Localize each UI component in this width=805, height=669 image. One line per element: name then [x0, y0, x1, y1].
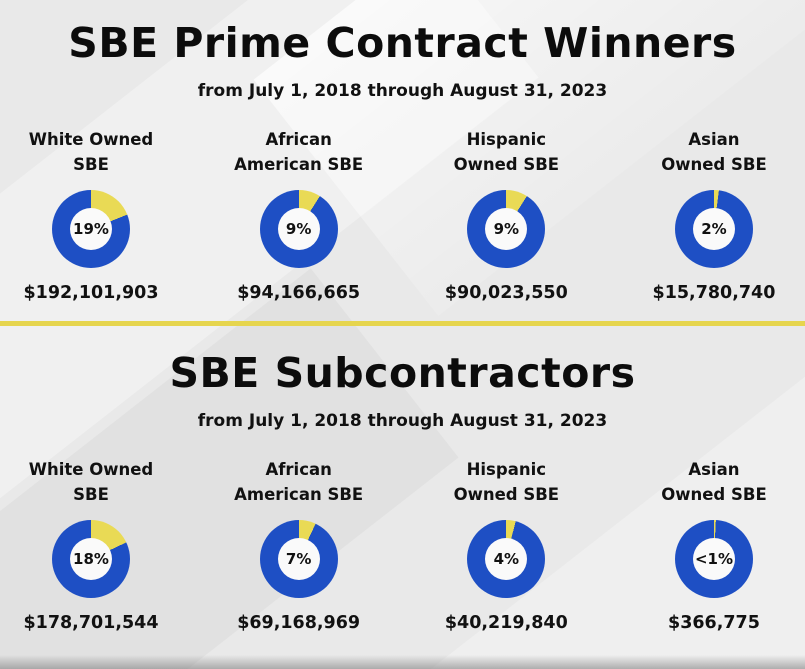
- donut-chart: <1%: [674, 520, 753, 598]
- chart-label-line2: American SBE: [234, 485, 364, 504]
- donut-chart: 18%: [52, 520, 130, 598]
- donut-percentage: 9%: [493, 220, 520, 238]
- section-title: SBE Subcontractors: [169, 349, 636, 397]
- donut-percentage: 4%: [493, 550, 520, 568]
- chart-label-line1: White Owned: [28, 460, 154, 479]
- donut-percentage: 18%: [73, 550, 109, 568]
- dollar-amount: $15,780,740: [652, 283, 776, 303]
- charts-row: White Owned SBE 18% $178,701,544 African…: [0, 457, 805, 633]
- chart-label-line1: Asian: [688, 460, 740, 479]
- donut-chart: 9%: [259, 190, 338, 268]
- section-prime-contract-winners: SBE Prime Contract Winners from July 1, …: [0, 0, 805, 303]
- bottom-shade: [0, 655, 805, 669]
- chart-label-line2: American SBE: [234, 155, 364, 174]
- chart-category-label: Hispanic Owned SBE: [454, 457, 560, 507]
- chart-label-line2: Owned SBE: [661, 155, 767, 174]
- donut-hole: 19%: [70, 208, 112, 250]
- dollar-amount: $90,023,550: [444, 283, 568, 303]
- donut-chart: 7%: [259, 520, 338, 598]
- donut-hole: 7%: [277, 538, 320, 580]
- chart-category-label: Hispanic Owned SBE: [454, 127, 560, 177]
- chart-label-line2: Owned SBE: [453, 155, 560, 174]
- chart-label-line1: African: [265, 460, 332, 479]
- section-subtitle: from July 1, 2018 through August 31, 202…: [197, 81, 608, 101]
- charts-row: White Owned SBE 19% $192,101,903 African…: [0, 127, 805, 303]
- chart-label-line1: African: [265, 130, 332, 149]
- chart-label-line1: Asian: [688, 130, 740, 149]
- dollar-amount: $40,219,840: [444, 613, 568, 633]
- donut-hole: 4%: [485, 538, 528, 580]
- prime-african-american-donut-group: African American SBE 9% $94,166,665: [210, 127, 388, 303]
- chart-label-line2: Owned SBE: [661, 485, 767, 504]
- chart-category-label: Asian Owned SBE: [661, 457, 767, 507]
- prime-hispanic-owned-donut-group: Hispanic Owned SBE 9% $90,023,550: [417, 127, 595, 303]
- donut-percentage: 19%: [73, 220, 109, 238]
- dollar-amount: $366,775: [668, 613, 760, 633]
- donut-percentage: 9%: [285, 220, 312, 238]
- prime-asian-owned-donut-group: Asian Owned SBE 2% $15,780,740: [625, 127, 803, 303]
- donut-chart: 19%: [52, 190, 130, 268]
- chart-label-line2: SBE: [73, 155, 109, 174]
- chart-category-label: Asian Owned SBE: [661, 127, 767, 177]
- donut-chart: 4%: [467, 520, 546, 598]
- donut-percentage: <1%: [694, 550, 733, 568]
- donut-hole: 9%: [485, 208, 528, 250]
- sub-asian-owned-donut-group: Asian Owned SBE <1% $366,775: [625, 457, 803, 633]
- yellow-divider: [0, 321, 805, 326]
- content: SBE Prime Contract Winners from July 1, …: [0, 0, 805, 633]
- chart-category-label: White Owned SBE: [29, 127, 153, 177]
- chart-label-line1: White Owned: [28, 130, 154, 149]
- section-subtitle: from July 1, 2018 through August 31, 202…: [197, 411, 608, 431]
- dollar-amount: $94,166,665: [237, 283, 361, 303]
- chart-label-line1: Hispanic: [466, 460, 547, 479]
- donut-percentage: 2%: [701, 220, 727, 238]
- dollar-amount: $178,701,544: [23, 613, 159, 633]
- chart-category-label: White Owned SBE: [29, 457, 153, 507]
- chart-category-label: African American SBE: [234, 457, 363, 507]
- dollar-amount: $69,168,969: [237, 613, 361, 633]
- chart-label-line2: Owned SBE: [453, 485, 560, 504]
- chart-label-line2: SBE: [73, 485, 109, 504]
- donut-hole: <1%: [692, 538, 735, 580]
- sub-hispanic-owned-donut-group: Hispanic Owned SBE 4% $40,219,840: [417, 457, 595, 633]
- prime-white-owned-donut-group: White Owned SBE 19% $192,101,903: [2, 127, 180, 303]
- donut-hole: 18%: [70, 538, 112, 580]
- donut-hole: 9%: [277, 208, 320, 250]
- section-subcontractors: SBE Subcontractors from July 1, 2018 thr…: [0, 326, 805, 633]
- dollar-amount: $192,101,903: [23, 283, 159, 303]
- donut-percentage: 7%: [285, 550, 312, 568]
- donut-chart: 2%: [674, 190, 753, 268]
- sub-white-owned-donut-group: White Owned SBE 18% $178,701,544: [2, 457, 180, 633]
- donut-hole: 2%: [692, 208, 735, 250]
- chart-category-label: African American SBE: [234, 127, 363, 177]
- donut-chart: 9%: [467, 190, 546, 268]
- chart-label-line1: Hispanic: [466, 130, 547, 149]
- section-title: SBE Prime Contract Winners: [68, 19, 737, 67]
- sub-african-american-donut-group: African American SBE 7% $69,168,969: [210, 457, 388, 633]
